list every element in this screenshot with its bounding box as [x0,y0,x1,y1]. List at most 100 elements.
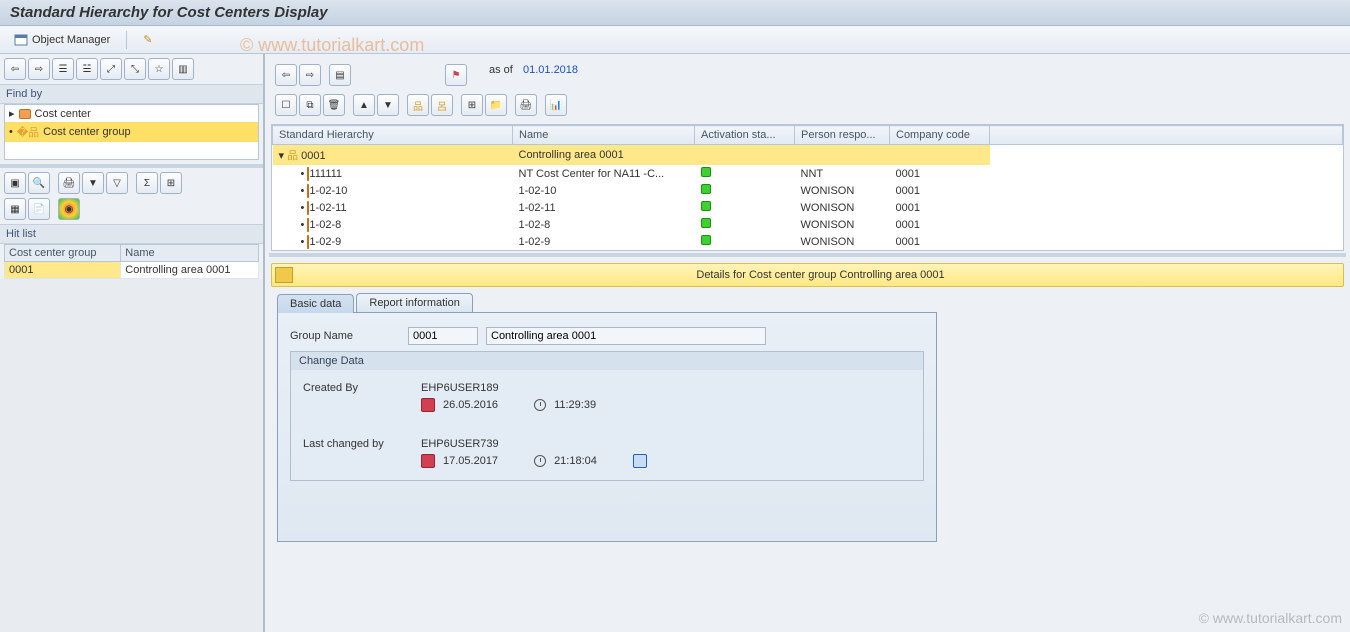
object-manager-menu[interactable]: Object Manager [8,31,116,49]
find-by-header: Find by [0,84,263,104]
hier-row[interactable]: • 111111 NT Cost Center for NA11 -C... N… [273,165,1343,182]
rt2-hier2-btn[interactable]: 呂 [431,94,453,116]
cell: 1-02-10 [513,182,695,199]
cell: 1-02-8 [513,216,695,233]
expand-icon[interactable]: ▾ [279,150,285,162]
page-title: Standard Hierarchy for Cost Centers Disp… [10,4,1340,21]
tree-item-cost-center[interactable]: ▸ Cost center [5,105,258,122]
nav-more-btn[interactable]: ▥ [172,58,194,80]
rt2-up-btn[interactable]: ▲ [353,94,375,116]
tree-item-cost-center-group[interactable]: • �品 Cost center group [5,122,258,142]
status-green-icon [701,201,711,211]
nav-star-btn[interactable]: ☆ [148,58,170,80]
rt2-down-btn[interactable]: ▼ [377,94,399,116]
cell: 0001 [890,216,990,233]
hit-col-name[interactable]: Name [121,245,259,262]
lookup-icon[interactable] [633,454,647,468]
nav-exp-btn[interactable]: ⤢ [100,58,122,80]
hcol-status[interactable]: Activation sta... [695,126,795,145]
nav-tree1-btn[interactable]: ☰ [52,58,74,80]
hier-row[interactable]: • 1-02-11 1-02-11 WONISON 0001 [273,199,1343,216]
as-of-date: 01.01.2018 [523,64,578,86]
cell: WONISON [795,216,890,233]
hl-export-btn[interactable]: ⊞ [160,172,182,194]
rt2-folder-btn[interactable]: 📁 [485,94,507,116]
changed-by-label: Last changed by [303,438,413,450]
hl-filter2-btn[interactable]: ▽ [106,172,128,194]
hl-layout-btn[interactable]: ▦ [4,198,26,220]
rt-flag-btn[interactable]: ⚑ [445,64,467,86]
hit-col-group[interactable]: Cost center group [5,245,121,262]
created-by-label: Created By [303,382,413,394]
hit-row[interactable]: 0001 Controlling area 0001 [5,262,259,279]
hl-chart-btn[interactable]: ◉ [58,198,80,220]
hier-row[interactable]: • 1-02-9 1-02-9 WONISON 0001 [273,233,1343,250]
hl-search-btn[interactable]: 🔍 [28,172,50,194]
rt2-print-btn[interactable]: 🖨 [515,94,537,116]
expand-icon: ▸ [9,107,15,120]
folder-icon [275,267,293,283]
hierarchy-table-wrap: Standard Hierarchy Name Activation sta..… [271,124,1344,251]
hl-btn-1[interactable]: ▣ [4,172,26,194]
right-toolbar-1: ⇦ ⇨ ▤ ⚑ as of 01.01.2018 [271,60,1344,90]
group-icon: �品 [17,124,39,140]
rt-back-btn[interactable]: ⇦ [275,64,297,86]
cell: 1-02-8 [309,219,341,231]
hl-sum-btn[interactable]: Σ [136,172,158,194]
rt2-copy-btn[interactable]: ⧉ [299,94,321,116]
hcol-name[interactable]: Name [513,126,695,145]
rt2-new-btn[interactable]: ☐ [275,94,297,116]
nav-col-btn[interactable]: ⤡ [124,58,146,80]
find-by-tree: ▸ Cost center • �品 Cost center group [4,104,259,160]
status-green-icon [701,235,711,245]
hier-row[interactable]: • 1-02-10 1-02-10 WONISON 0001 [273,182,1343,199]
hcol-person[interactable]: Person respo... [795,126,890,145]
window-icon [14,33,28,47]
group-desc-field[interactable] [486,327,766,345]
left-nav-toolbar: ⇦ ⇨ ☰ ☱ ⤢ ⤡ ☆ ▥ [0,54,263,84]
tab-basic-data[interactable]: Basic data [277,294,354,313]
left-pane: ⇦ ⇨ ☰ ☱ ⤢ ⤡ ☆ ▥ Find by ▸ Cost center • … [0,54,265,632]
rt-fwd-btn[interactable]: ⇨ [299,64,321,86]
menu-divider [126,31,127,49]
object-manager-label: Object Manager [32,34,110,46]
calendar-icon [421,454,435,468]
hier-group-row[interactable]: ▾ 品 0001 Controlling area 0001 [273,145,1343,166]
hierarchy-table: Standard Hierarchy Name Activation sta..… [272,125,1343,250]
hl-print-btn[interactable]: 🖨 [58,172,80,194]
cell: 1-02-9 [513,233,695,250]
rt2-chart-btn[interactable]: 📊 [545,94,567,116]
wand-menu[interactable]: ✎ [137,31,158,48]
right-splitter[interactable] [269,253,1346,257]
cell: 1-02-9 [309,236,341,248]
hl-doc-btn[interactable]: 📄 [28,198,50,220]
hier-row[interactable]: • 1-02-8 1-02-8 WONISON 0001 [273,216,1343,233]
cell: Controlling area 0001 [513,145,695,166]
rt2-hier1-btn[interactable]: 品 [407,94,429,116]
hl-filter-btn[interactable]: ▼ [82,172,104,194]
hit-cell-name: Controlling area 0001 [121,262,259,279]
hcol-hierarchy[interactable]: Standard Hierarchy [273,126,513,145]
status-green-icon [701,167,711,177]
calendar-icon [421,398,435,412]
cell: WONISON [795,199,890,216]
nav-tree2-btn[interactable]: ☱ [76,58,98,80]
details-title: Details for Cost center group Controllin… [301,269,1340,281]
menu-bar: Object Manager ✎ [0,26,1350,54]
cell: 0001 [890,199,990,216]
changed-time: 21:18:04 [554,455,597,467]
main-layout: ⇦ ⇨ ☰ ☱ ⤢ ⤡ ☆ ▥ Find by ▸ Cost center • … [0,54,1350,632]
nav-back-btn[interactable]: ⇦ [4,58,26,80]
created-date: 26.05.2016 [443,399,498,411]
rt2-del-btn[interactable]: 🗑 [323,94,345,116]
cell: 1-02-10 [309,185,347,197]
hcol-spacer [990,126,1343,145]
group-code-field[interactable] [408,327,478,345]
rt-list-btn[interactable]: ▤ [329,64,351,86]
hcol-ccode[interactable]: Company code [890,126,990,145]
nav-fwd-btn[interactable]: ⇨ [28,58,50,80]
tab-report-info[interactable]: Report information [356,293,473,312]
rt2-where-btn[interactable]: ⊞ [461,94,483,116]
clock-icon [534,455,546,467]
cell: NT Cost Center for NA11 -C... [513,165,695,182]
